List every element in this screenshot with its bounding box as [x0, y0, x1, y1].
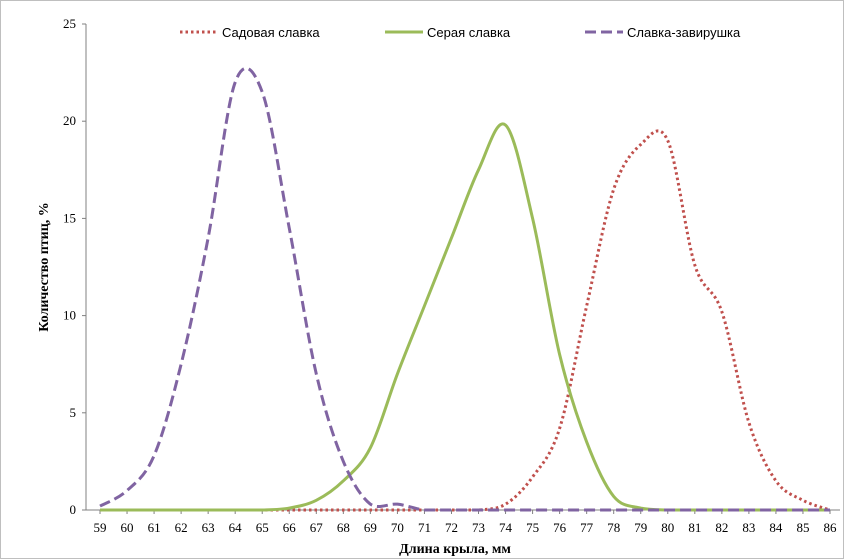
x-tick-label: 69 [364, 520, 377, 535]
x-tick-label: 75 [526, 520, 539, 535]
x-tick-label: 59 [94, 520, 107, 535]
x-tick-label: 61 [148, 520, 161, 535]
y-tick-label: 0 [70, 502, 77, 517]
x-tick-label: 84 [769, 520, 783, 535]
x-tick-label: 66 [283, 520, 297, 535]
y-axis-ticks: 0 5 10 15 20 25 [63, 16, 86, 517]
y-tick-label: 15 [63, 210, 76, 225]
y-tick-label: 20 [63, 113, 76, 128]
y-tick-label: 5 [70, 405, 77, 420]
x-axis-title: Длина крыла, мм [399, 542, 511, 557]
x-tick-label: 68 [337, 520, 350, 535]
x-tick-label: 64 [229, 520, 243, 535]
x-tick-label: 71 [418, 520, 431, 535]
x-tick-label: 70 [391, 520, 404, 535]
x-tick-label: 63 [202, 520, 215, 535]
x-tick-label: 81 [688, 520, 701, 535]
series-line-3 [99, 66, 830, 512]
legend-label: Серая славка [427, 25, 511, 40]
x-tick-label: 79 [634, 520, 647, 535]
x-tick-label: 72 [445, 520, 458, 535]
legend: Садовая славка Серая славка Славка-завируш… [180, 25, 741, 40]
x-tick-label: 85 [796, 520, 809, 535]
x-tick-label: 74 [499, 520, 513, 535]
x-tick-label: 80 [661, 520, 674, 535]
x-tick-label: 62 [175, 520, 188, 535]
y-tick-label: 25 [63, 16, 76, 31]
y-axis-title: Количество птиц, % [37, 202, 52, 332]
x-tick-label: 76 [553, 520, 567, 535]
x-axis-ticks: 59 60 61 62 63 64 65 66 67 68 69 70 71 72 73 74 75 76 77 78… [94, 510, 838, 535]
legend-label: Славка-завирушка [627, 25, 741, 40]
x-tick-label: 67 [310, 520, 324, 535]
x-tick-label: 73 [472, 520, 485, 535]
y-tick-label: 10 [63, 308, 76, 323]
x-tick-label: 86 [824, 520, 838, 535]
series-layer [99, 66, 831, 512]
x-tick-label: 77 [580, 520, 594, 535]
x-tick-label: 82 [715, 520, 728, 535]
x-tick-label: 78 [607, 520, 620, 535]
x-tick-label: 83 [742, 520, 755, 535]
legend-label: Садовая славка [222, 25, 320, 40]
series-line-1 [100, 129, 831, 512]
x-tick-label: 65 [256, 520, 269, 535]
x-tick-label: 60 [121, 520, 134, 535]
